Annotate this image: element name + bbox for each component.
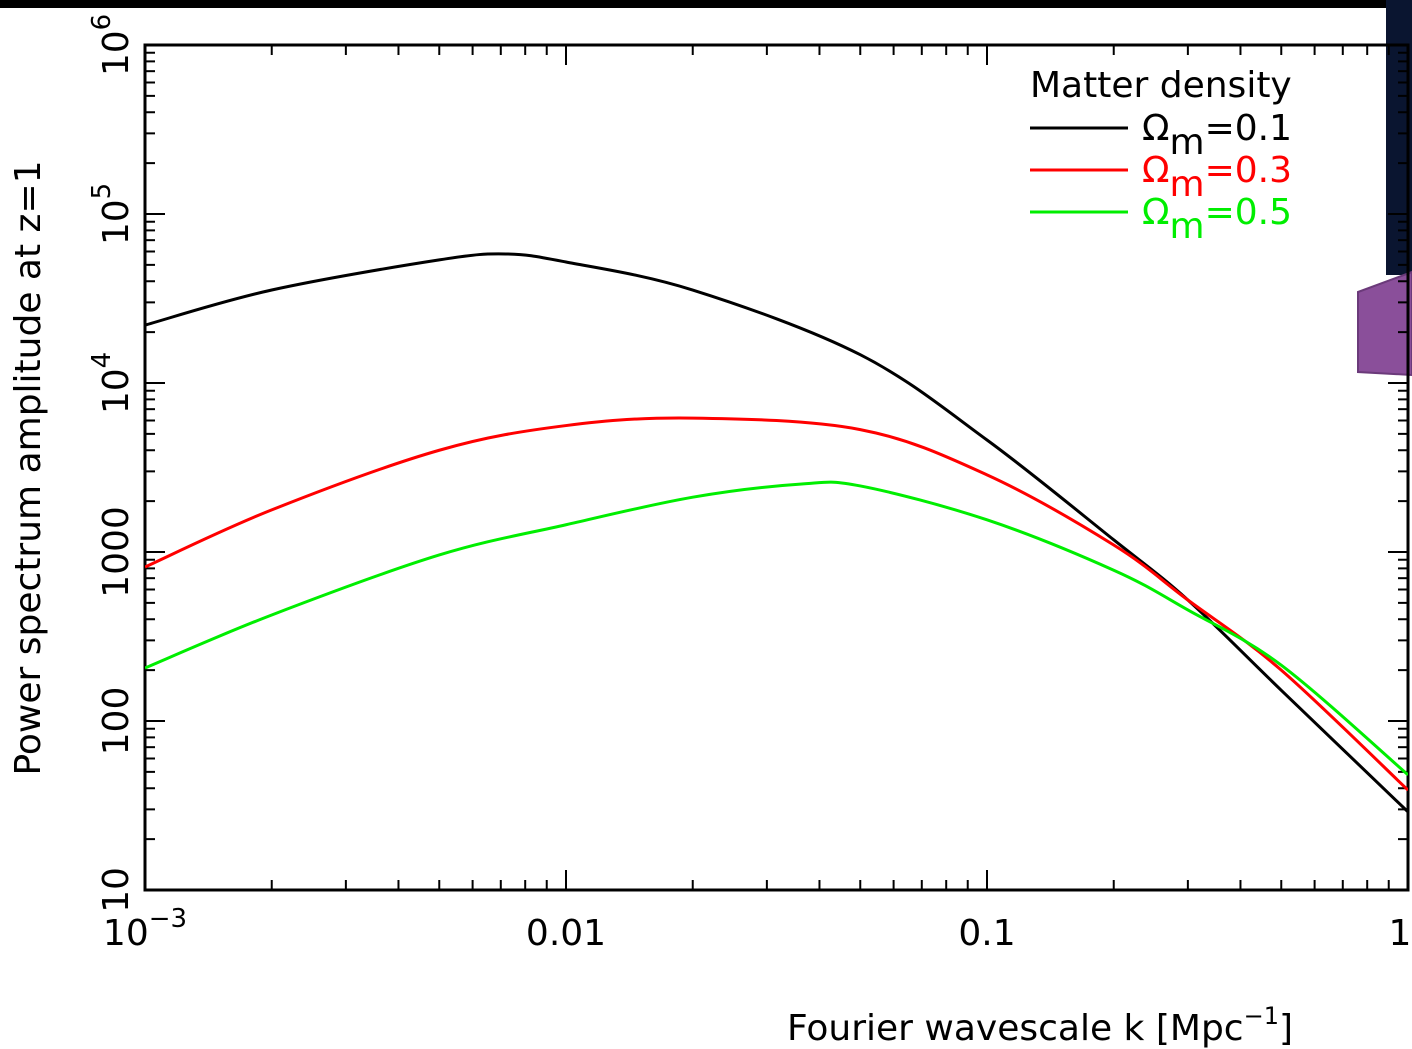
x-tick-label: 10−3 xyxy=(103,904,187,954)
y-tick-label: 100 xyxy=(96,687,137,756)
y-tick-label-base: 10 xyxy=(96,30,137,76)
y-tick-label-base: 10 xyxy=(96,368,137,414)
y-tick-label: 10 xyxy=(96,867,137,913)
legend-symbol: Ω xyxy=(1142,150,1170,191)
legend-title: Matter density xyxy=(1030,65,1292,106)
legend-sub: m xyxy=(1170,206,1205,247)
y-tick-label: 105 xyxy=(87,183,137,245)
y-tick-label-exp: 6 xyxy=(87,14,117,31)
x-axis-label-exp: −1 xyxy=(1244,1002,1279,1030)
legend-sub: m xyxy=(1170,164,1205,205)
legend-symbol: Ω xyxy=(1142,192,1170,233)
x-tick-label: 1 xyxy=(1389,913,1412,954)
x-tick-label-exp: −3 xyxy=(149,904,187,934)
x-tick-label: 0.01 xyxy=(526,913,606,954)
legend-value: =0.3 xyxy=(1205,150,1292,191)
legend-value: =0.1 xyxy=(1205,108,1292,149)
y-tick-label-base: 10 xyxy=(96,199,137,245)
y-axis-label: Power spectrum amplitude at z=1 xyxy=(8,160,49,775)
legend-label: Ωm=0.5 xyxy=(1142,192,1292,247)
y-tick-label-exp: 5 xyxy=(87,183,117,200)
decor-arrow xyxy=(1357,270,1412,377)
x-tick-label: 0.1 xyxy=(958,913,1015,954)
legend-sub: m xyxy=(1170,122,1205,163)
y-tick-label: 104 xyxy=(87,352,137,414)
top-band xyxy=(0,0,1412,8)
y-tick-label-exp: 4 xyxy=(87,352,117,369)
legend-value: =0.5 xyxy=(1205,192,1292,233)
y-tick-label: 106 xyxy=(87,14,137,76)
series-line xyxy=(145,480,1408,777)
x-axis-label: Fourier wavescale k [Mpc−1] xyxy=(787,1002,1293,1049)
legend-symbol: Ω xyxy=(1142,108,1170,149)
legend-label: Ωm=0.3 xyxy=(1142,150,1292,205)
x-axis-label-end: ] xyxy=(1279,1008,1293,1049)
x-axis-label-main: Fourier wavescale k [Mpc xyxy=(787,1008,1244,1049)
legend-label: Ωm=0.1 xyxy=(1142,108,1292,163)
x-tick-label-base: 10 xyxy=(103,913,149,954)
series-line xyxy=(145,416,1408,792)
y-tick-label: 1000 xyxy=(96,506,137,598)
plot-frame xyxy=(143,43,1410,892)
